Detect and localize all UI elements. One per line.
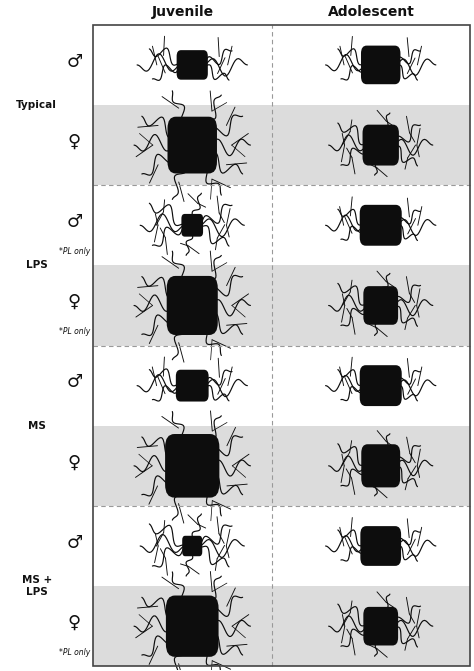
FancyBboxPatch shape xyxy=(167,117,217,174)
FancyBboxPatch shape xyxy=(364,607,398,646)
FancyBboxPatch shape xyxy=(93,425,470,506)
Text: Juvenile: Juvenile xyxy=(152,5,214,19)
FancyBboxPatch shape xyxy=(166,595,219,657)
Text: ♀: ♀ xyxy=(68,293,81,311)
FancyBboxPatch shape xyxy=(93,265,470,346)
FancyBboxPatch shape xyxy=(93,185,470,265)
Text: ♂: ♂ xyxy=(66,533,82,552)
FancyBboxPatch shape xyxy=(360,526,401,566)
FancyBboxPatch shape xyxy=(93,105,470,185)
Bar xyxy=(93,25,470,666)
Text: Typical: Typical xyxy=(16,100,57,110)
FancyBboxPatch shape xyxy=(93,506,470,586)
FancyBboxPatch shape xyxy=(93,25,470,105)
Text: *PL only: *PL only xyxy=(59,247,90,256)
FancyBboxPatch shape xyxy=(176,370,209,401)
FancyBboxPatch shape xyxy=(165,434,219,498)
Text: MS +
LPS: MS + LPS xyxy=(22,575,52,597)
FancyBboxPatch shape xyxy=(93,346,470,425)
FancyBboxPatch shape xyxy=(167,276,218,335)
FancyBboxPatch shape xyxy=(177,50,208,80)
Text: ♀: ♀ xyxy=(68,614,81,632)
FancyBboxPatch shape xyxy=(364,286,398,325)
Text: *PL only: *PL only xyxy=(59,327,90,336)
FancyBboxPatch shape xyxy=(361,444,400,487)
FancyBboxPatch shape xyxy=(360,205,402,246)
FancyBboxPatch shape xyxy=(361,46,401,85)
Text: MS: MS xyxy=(28,421,46,431)
FancyBboxPatch shape xyxy=(182,214,203,237)
Text: Adolescent: Adolescent xyxy=(328,5,415,19)
Text: LPS: LPS xyxy=(26,260,47,270)
Text: ♂: ♂ xyxy=(66,213,82,231)
Text: ♀: ♀ xyxy=(68,454,81,472)
FancyBboxPatch shape xyxy=(363,125,399,166)
FancyBboxPatch shape xyxy=(93,586,470,666)
FancyBboxPatch shape xyxy=(360,365,402,406)
Text: ♀: ♀ xyxy=(68,133,81,151)
Text: *PL only: *PL only xyxy=(59,648,90,657)
Text: ♂: ♂ xyxy=(66,52,82,70)
Text: ♂: ♂ xyxy=(66,373,82,391)
FancyBboxPatch shape xyxy=(182,535,202,556)
